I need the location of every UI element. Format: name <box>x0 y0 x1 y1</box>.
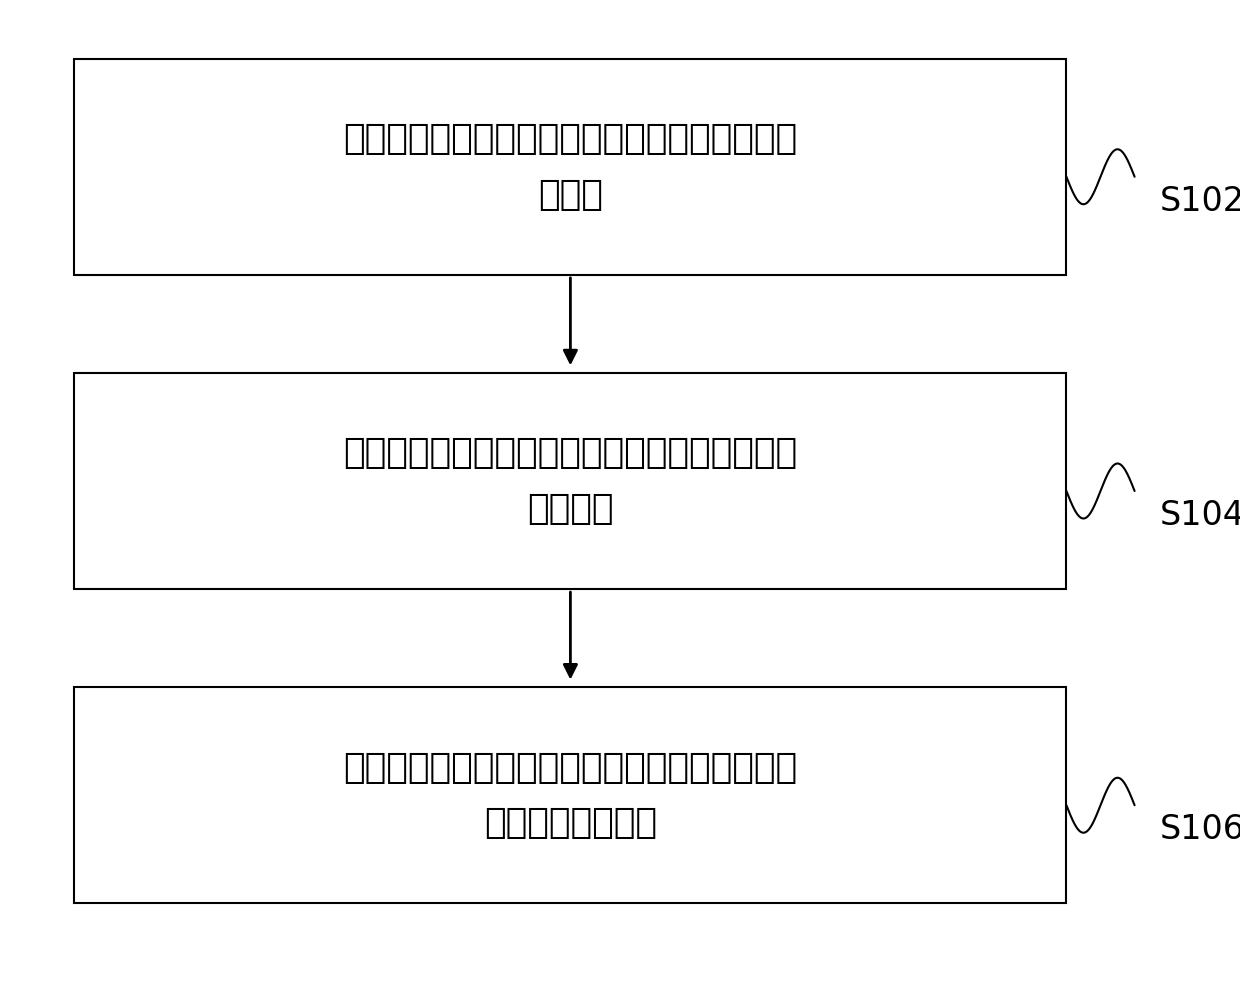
FancyBboxPatch shape <box>74 373 1066 589</box>
Text: S102: S102 <box>1159 185 1240 218</box>
Text: S104: S104 <box>1159 499 1240 532</box>
Text: 根据稀疏点云集合确定每一个视角下牙齿的稠密
三维点云: 根据稀疏点云集合确定每一个视角下牙齿的稠密 三维点云 <box>343 436 797 526</box>
FancyBboxPatch shape <box>74 59 1066 275</box>
Text: S106: S106 <box>1159 813 1240 846</box>
FancyBboxPatch shape <box>74 687 1066 903</box>
Text: 对不同视角下的稠密三维点云进行拼接和融合，
得到牙齿三维数据: 对不同视角下的稠密三维点云进行拼接和融合， 得到牙齿三维数据 <box>343 750 797 841</box>
Text: 使用三维成像系统获取不同视角下牙齿的稀疏点
云集合: 使用三维成像系统获取不同视角下牙齿的稀疏点 云集合 <box>343 122 797 212</box>
